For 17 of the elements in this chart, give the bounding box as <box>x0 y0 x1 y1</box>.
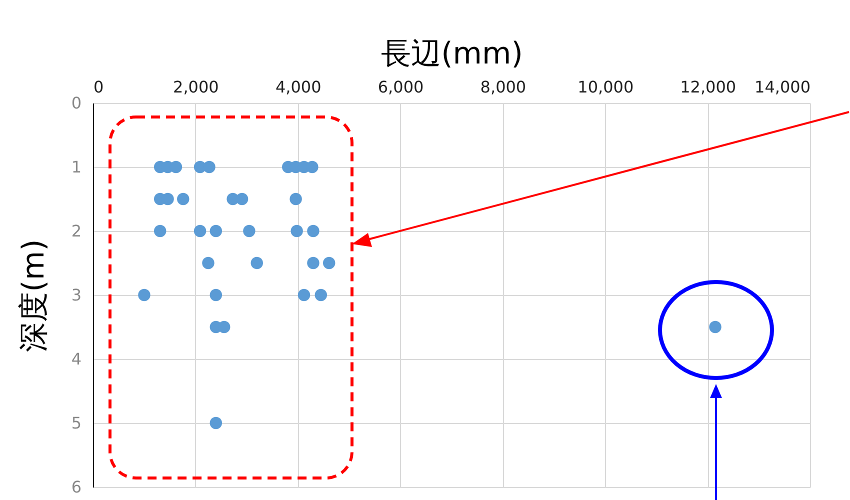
y-tick-label: 5 <box>71 414 82 432</box>
x-axis-title: 長辺(mm) <box>381 36 523 72</box>
y-tick-label: 2 <box>71 222 82 240</box>
y-tick-label: 6 <box>71 478 82 496</box>
x-tick-label: 0 <box>94 78 104 96</box>
x-tick-label: 2,000 <box>173 78 219 96</box>
y-tick-label: 3 <box>71 286 82 304</box>
x-tick-label: 6,000 <box>378 78 424 96</box>
x-tick-label: 4,000 <box>275 78 322 96</box>
x-tick-label: 8,000 <box>480 78 526 96</box>
x-tick-label: 10,000 <box>578 78 634 96</box>
x-tick-label: 14,000 <box>754 78 810 96</box>
y-axis-title: 深度(m) <box>16 239 52 352</box>
y-tick-label: 1 <box>71 158 82 176</box>
x-tick-label: 12,000 <box>680 78 736 96</box>
y-tick-label: 0 <box>71 94 82 112</box>
y-tick-label: 4 <box>71 350 82 368</box>
